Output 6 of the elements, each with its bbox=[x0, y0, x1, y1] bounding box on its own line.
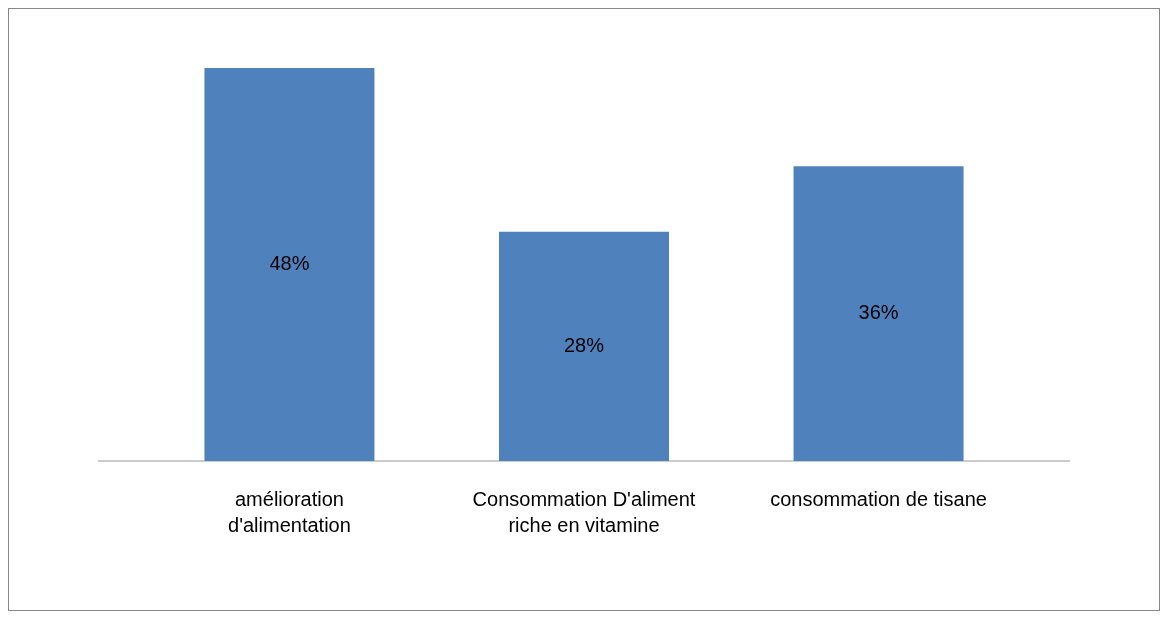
data-label: 48% bbox=[269, 251, 310, 274]
data-label: 28% bbox=[563, 333, 605, 356]
data-label: 36% bbox=[858, 300, 899, 323]
x-tick-label: Consommation D'aliment riche en vitamine bbox=[472, 488, 696, 536]
x-tick-label: amélioration d'alimentation bbox=[228, 488, 351, 536]
x-tick-label: consommation de tisane bbox=[770, 488, 987, 510]
